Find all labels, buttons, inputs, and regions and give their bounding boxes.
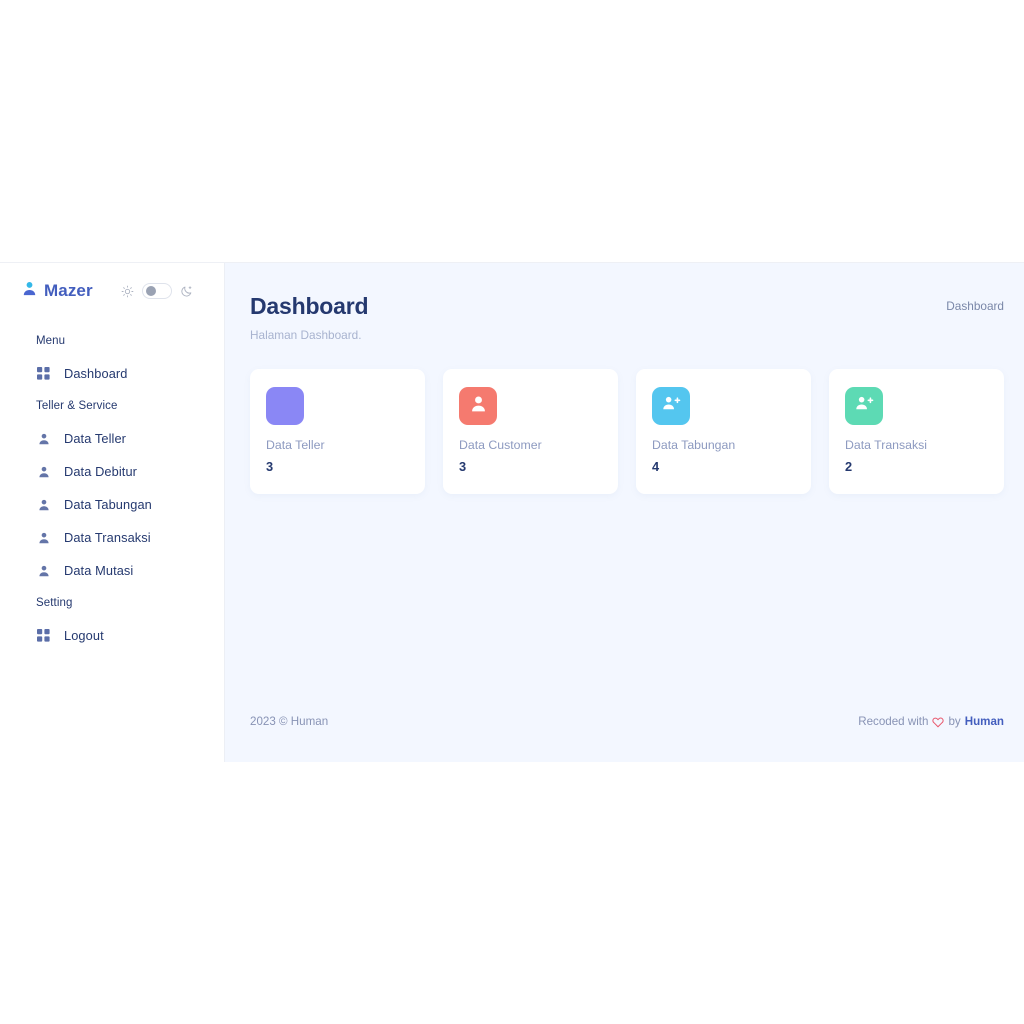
theme-toggle-switch[interactable] xyxy=(141,283,172,299)
footer-credit: Recoded with by Human xyxy=(858,715,1004,728)
stat-card-data-teller[interactable]: Data Teller 3 xyxy=(250,369,425,494)
stat-card-value: 3 xyxy=(459,459,467,474)
person-add-icon xyxy=(661,393,682,419)
stat-card-icon-box xyxy=(845,387,883,425)
stat-card-data-transaksi[interactable]: Data Transaksi 2 xyxy=(829,369,1004,494)
sidebar-item-logout[interactable]: Logout xyxy=(0,619,224,652)
grid-icon xyxy=(36,367,51,380)
sidebar-item-label: Data Transaksi xyxy=(64,530,151,545)
stat-card-data-tabungan[interactable]: Data Tabungan 4 xyxy=(636,369,811,494)
brand-logo[interactable]: Mazer xyxy=(22,281,93,301)
page-header: Dashboard Halaman Dashboard. Dashboard xyxy=(225,263,1024,342)
person-icon xyxy=(36,466,51,478)
sidebar-menu: Menu Dashboard Teller & Service xyxy=(0,325,224,652)
footer-copyright: 2023 © Human xyxy=(250,715,329,728)
sidebar-item-label: Data Teller xyxy=(64,431,127,446)
stat-card-icon-box xyxy=(652,387,690,425)
stat-card-icon-box xyxy=(459,387,497,425)
page-heading-group: Dashboard Halaman Dashboard. xyxy=(250,293,369,342)
sidebar: Mazer xyxy=(0,263,225,762)
page-title: Dashboard xyxy=(250,293,369,319)
brand-name: Mazer xyxy=(44,281,93,300)
sidebar-item-data-teller[interactable]: Data Teller xyxy=(0,422,224,455)
person-icon xyxy=(469,394,488,418)
menu-section-title-menu: Menu xyxy=(36,335,66,347)
footer-credit-mid: by xyxy=(948,715,961,728)
sidebar-item-data-tabungan[interactable]: Data Tabungan xyxy=(0,488,224,521)
stat-card-label: Data Teller xyxy=(266,438,325,452)
stat-card-value: 4 xyxy=(652,459,660,474)
sidebar-item-dashboard[interactable]: Dashboard xyxy=(0,357,224,390)
sidebar-item-label: Data Tabungan xyxy=(64,497,152,512)
app-viewport: Mazer xyxy=(0,262,1024,762)
stat-card-label: Data Customer xyxy=(459,438,542,452)
sidebar-item-label: Dashboard xyxy=(64,366,128,381)
sidebar-item-label: Logout xyxy=(64,628,104,643)
moon-icon[interactable] xyxy=(180,285,193,298)
footer-credit-prefix: Recoded with xyxy=(858,715,929,728)
grid-icon xyxy=(36,629,51,642)
menu-section-title-teller-service: Teller & Service xyxy=(36,400,118,412)
person-icon xyxy=(36,499,51,511)
theme-toggler[interactable] xyxy=(121,283,193,299)
sidebar-item-data-debitur[interactable]: Data Debitur xyxy=(0,455,224,488)
stat-card-data-customer[interactable]: Data Customer 3 xyxy=(443,369,618,494)
person-icon xyxy=(36,433,51,445)
sidebar-item-data-mutasi[interactable]: Data Mutasi xyxy=(0,554,224,587)
sidebar-item-label: Data Mutasi xyxy=(64,563,134,578)
stat-cards-row: Data Teller 3 Data Customer 3 xyxy=(225,342,1024,494)
sun-icon[interactable] xyxy=(121,285,134,298)
footer-credit-link[interactable]: Human xyxy=(964,715,1004,728)
sidebar-item-label: Data Debitur xyxy=(64,464,138,479)
main-content: Dashboard Halaman Dashboard. Dashboard D… xyxy=(225,263,1024,762)
toggle-knob xyxy=(145,286,156,296)
person-icon xyxy=(36,565,51,577)
sidebar-header: Mazer xyxy=(0,263,224,319)
heart-icon xyxy=(932,716,945,728)
page-subtitle: Halaman Dashboard. xyxy=(250,328,362,342)
person-icon xyxy=(36,532,51,544)
sidebar-item-data-transaksi[interactable]: Data Transaksi xyxy=(0,521,224,554)
stat-card-value: 3 xyxy=(266,459,274,474)
stat-card-label: Data Tabungan xyxy=(652,438,736,452)
stat-card-value: 2 xyxy=(845,459,853,474)
person-icon xyxy=(22,281,37,301)
breadcrumb: Dashboard xyxy=(946,299,1004,313)
page-footer: 2023 © Human Recoded with by Human xyxy=(225,715,1024,762)
menu-section-title-setting: Setting xyxy=(36,597,73,609)
person-add-icon xyxy=(854,393,875,419)
stat-card-label: Data Transaksi xyxy=(845,438,928,452)
stat-card-icon-box xyxy=(266,387,304,425)
